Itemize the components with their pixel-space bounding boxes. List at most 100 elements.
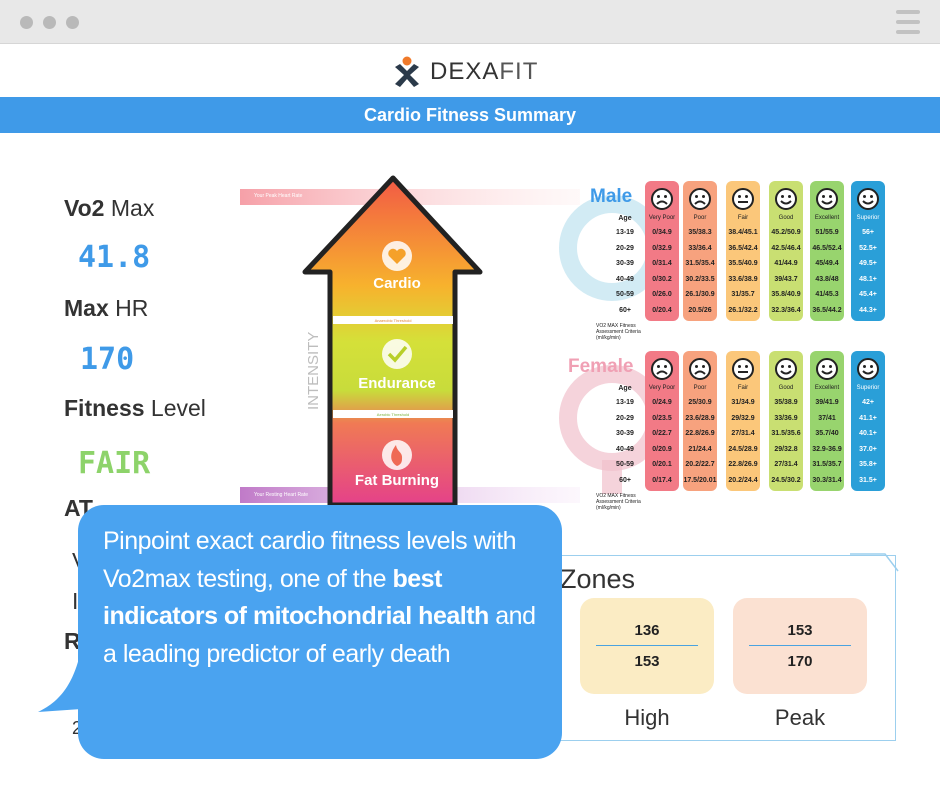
male-table-cell: 0/30.2 (652, 275, 672, 283)
female-table-cell: 22.8/26.9 (728, 461, 758, 468)
female-table-cell: 0/24.9 (652, 399, 672, 406)
female-table-cell: 35/38.9 (774, 399, 798, 406)
intensity-axis-label: INTENSITY (305, 332, 322, 410)
female-table-cell: 31/34.9 (731, 399, 755, 406)
aerobic-label: Aerobic Threshold (377, 412, 409, 417)
female-table-title: Female (568, 356, 634, 377)
male-table-cell: 31.5/35.4 (685, 260, 715, 267)
male-table-cell: 35.8/40.9 (771, 291, 801, 298)
male-table-cell: 42.5/46.4 (771, 244, 801, 252)
male-table-title: Male (590, 186, 633, 207)
male-table-cell: 0/34.9 (652, 229, 672, 236)
resting-hr-label: Your Resting Heart Rate (254, 492, 308, 498)
zone-label: High (624, 705, 670, 730)
zone-label: Peak (774, 705, 826, 730)
male-age-cell: 50-59 (616, 291, 634, 298)
female-table-cell: 0/23.5 (652, 414, 672, 422)
female-table-cell: 35.7/40 (815, 430, 839, 437)
female-table-cell: 41.1+ (859, 414, 877, 422)
male-rating-header: Excellent (814, 215, 840, 221)
female-table-cell: 39/41.9 (815, 399, 839, 406)
male-rating-face-icon (857, 188, 879, 210)
logo-text: DEXAFIT (430, 58, 539, 85)
zone-bottom-value: 170 (787, 653, 813, 670)
male-table-cell: 41/45.3 (815, 291, 839, 298)
endurance-zone-label: Endurance (358, 375, 436, 392)
male-age-cell: 30-39 (616, 260, 634, 267)
female-table-cell: 0/20.1 (652, 461, 672, 468)
female-table-cell: 35.8+ (859, 461, 877, 468)
female-rating-face-icon (689, 358, 711, 380)
male-table-cell: 43.8/48 (815, 275, 839, 283)
female-table-cell: 23.6/28.9 (685, 414, 715, 422)
menu-icon[interactable] (894, 8, 922, 36)
callout-bubble (78, 505, 562, 759)
male-age-cell: 40-49 (616, 275, 634, 283)
female-table-cell: 29/32.9 (731, 414, 755, 422)
female-table-cell: 27/31.4 (774, 461, 798, 468)
female-table-cell: 20.2/22.7 (685, 461, 715, 468)
male-table-cell: 44.3+ (859, 306, 877, 314)
female-table-cell: 33/36.9 (774, 414, 798, 422)
male-table-cell: 31/35.7 (731, 291, 755, 298)
male-table-cell: 45/49.4 (815, 260, 839, 267)
partial-label-4: 2 (72, 718, 83, 738)
female-age-cell: 30-39 (616, 430, 634, 437)
male-rating-header: Superior (856, 215, 880, 221)
male-table-cell: 35.5/40.9 (728, 260, 758, 267)
female-table-cell: 0/17.4 (652, 476, 672, 484)
max-hr-label: Max HR (64, 295, 149, 321)
female-table-cell: 37.0+ (859, 445, 877, 453)
male-rating-face-icon (816, 188, 838, 210)
male-table-cell: 0/32.9 (652, 244, 672, 252)
anaerobic-divider (333, 316, 453, 324)
female-table-cell: 0/20.9 (652, 445, 672, 453)
female-rating-header: Fair (737, 385, 749, 391)
aerobic-divider (333, 410, 453, 418)
female-rating-header: Superior (856, 385, 880, 391)
female-table-cell: 24.5/28.9 (728, 445, 758, 453)
female-table-cell: 20.2/24.4 (728, 476, 758, 484)
male-table-cell: 48.1+ (859, 275, 877, 283)
female-table-cell: 24.5/30.2 (771, 476, 801, 484)
male-rating-header: Good (778, 215, 794, 221)
window-dot-1[interactable] (20, 16, 33, 29)
male-table-cell: 45.2/50.9 (771, 229, 801, 236)
male-table-cell: 36.5/42.4 (728, 244, 758, 252)
zone-top-value: 153 (787, 622, 813, 639)
vo2-max-label: Vo2 Max (64, 195, 155, 221)
male-table-cell: 46.5/52.4 (812, 244, 842, 252)
male-table-cell: 33/36.4 (688, 244, 712, 252)
anaerobic-label: Anaerobic Threshold (375, 318, 412, 323)
female-rating-header: Good (778, 385, 794, 391)
male-table-cell: 0/31.4 (652, 260, 672, 267)
female-rating-header: Poor (693, 385, 707, 391)
female-table-footnote: VO2 MAX Fitness Assessment Criteria (ml/… (596, 493, 641, 511)
female-table-cell: 29/32.8 (774, 445, 798, 453)
female-table-cell: 31.5/35.6 (771, 430, 801, 437)
male-table-cell: 32.3/36.4 (771, 306, 801, 314)
male-table-cell: 45.4+ (859, 291, 877, 298)
male-rating-header: Very Poor (648, 215, 676, 221)
female-table-cell: 31.5+ (859, 476, 877, 484)
male-table-cell: 0/20.4 (652, 306, 672, 314)
window-dot-2[interactable] (43, 16, 56, 29)
male-rating-face-icon (775, 188, 797, 210)
female-age-cell: 50-59 (616, 461, 634, 468)
male-age-cell: 13-19 (616, 229, 634, 236)
fat-burning-zone-label: Fat Burning (355, 472, 439, 489)
page-title: Cardio Fitness Summary (0, 97, 940, 133)
female-table-cell: 27/31.4 (731, 430, 755, 437)
female-rating-face-icon (816, 358, 838, 380)
window-dot-3[interactable] (66, 16, 79, 29)
female-table-cell: 37/41 (818, 414, 836, 422)
male-table-cell: 41/44.9 (774, 260, 798, 267)
male-table-cell: 36.5/44.2 (812, 306, 842, 314)
female-table-cell: 17.5/20.01 (683, 476, 717, 484)
logo-icon (395, 56, 419, 87)
female-table-cell: 32.9-36.9 (812, 445, 842, 453)
cardio-zone-label: Cardio (373, 275, 421, 292)
female-rating-header: Excellent (814, 385, 840, 391)
